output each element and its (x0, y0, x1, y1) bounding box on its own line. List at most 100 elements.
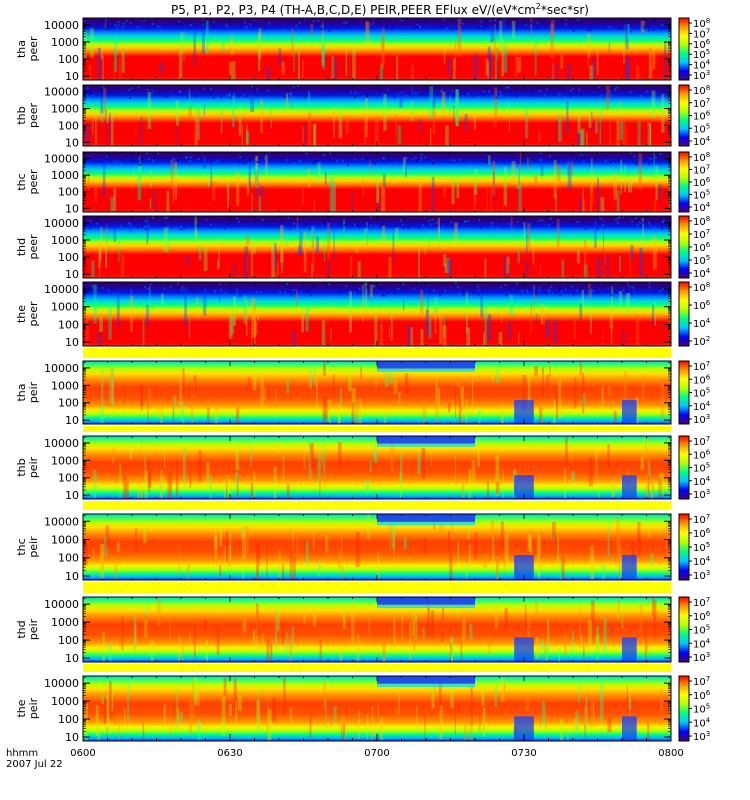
panel-separator-bar (83, 348, 671, 358)
colorbar-tick-label: 108 (693, 17, 710, 30)
colorbar-tick-label: 107 (693, 675, 710, 688)
colorbar-tick-label: 106 (693, 110, 711, 123)
colorbar-tick-label: 105 (693, 387, 710, 400)
y-tick-label: 10 (65, 136, 79, 149)
colorbar-tick-label: 107 (693, 27, 710, 40)
colorbar-tick-label: 105 (693, 189, 710, 202)
y-tick-label: 10 (65, 570, 79, 583)
colorbar-tick-label: 107 (693, 360, 710, 373)
y-tick-label: 10 (65, 652, 79, 665)
panel-label: thbpeer (15, 103, 40, 129)
panel-separator-bar (83, 501, 671, 510)
colorbar-tick-label: 103 (693, 651, 710, 664)
colorbar-tick-label: 104 (693, 555, 711, 568)
figure-title: P5, P1, P2, P3, P4 (TH-A,B,C,D,E) PEIR,P… (171, 2, 589, 17)
x-tick-label: 0730 (511, 748, 536, 759)
spectrogram-texture (83, 85, 671, 146)
y-tick-label: 10000 (44, 153, 79, 166)
y-tick-label: 1000 (51, 454, 79, 467)
y-tick-label: 100 (58, 634, 79, 647)
y-tick-label: 1000 (51, 103, 79, 116)
panel-label: thbpeir (15, 456, 40, 478)
y-tick-label: 1000 (51, 695, 79, 708)
colorbar-tick-label: 104 (693, 317, 711, 330)
y-tick-label: 100 (58, 119, 79, 132)
spectrogram-texture (93, 436, 664, 499)
colorbar-tick-label: 103 (693, 569, 710, 582)
colorbar-tick-label: 103 (693, 413, 710, 426)
x-tick-label: 0600 (70, 748, 95, 759)
colorbar-tick-label: 104 (693, 267, 711, 280)
colorbar-tick-label: 104 (693, 201, 711, 214)
y-tick-label: 1000 (51, 379, 79, 392)
colorbar-tick-label: 105 (693, 254, 710, 267)
colorbar-tick-label: 106 (693, 689, 711, 702)
spectrogram-texture (84, 676, 671, 741)
y-tick-label: 10 (65, 202, 79, 215)
y-tick-label: 100 (58, 251, 79, 264)
colorbar-tick-label: 106 (693, 299, 711, 312)
panel-label: thepeer (15, 301, 40, 327)
colorbar-tick-label: 103 (693, 488, 710, 501)
y-tick-label: 10 (65, 414, 79, 427)
panel-label: thcpeir (15, 536, 40, 558)
colorbar-tick-label: 107 (693, 228, 710, 241)
x-tick-label: 0700 (364, 748, 389, 759)
colorbar-tick-label: 107 (693, 164, 710, 177)
colorbar-tick-label: 103 (693, 69, 710, 82)
colorbar-tick-label: 106 (693, 448, 711, 461)
spectrogram-texture (100, 361, 665, 424)
colorbar-tick-label: 105 (693, 48, 710, 61)
x-axis-prefix-label: hhmm (6, 748, 38, 759)
colorbar: 108 106 104 102 (678, 281, 711, 348)
y-tick-label: 10 (65, 731, 79, 744)
colorbar-tick-label: 105 (693, 122, 710, 135)
spectrogram-image (83, 85, 671, 146)
y-tick-label: 100 (58, 397, 79, 410)
spectrogram-texture (87, 152, 671, 212)
y-tick-label: 10000 (44, 677, 79, 690)
spectrogram-texture (98, 597, 657, 662)
y-tick-label: 100 (58, 53, 79, 66)
x-tick-label: 0800 (658, 748, 683, 759)
y-tick-label: 1000 (51, 533, 79, 546)
colorbar-tick-label: 103 (693, 730, 710, 743)
y-tick-label: 100 (58, 472, 79, 485)
colorbar-tick-label: 104 (693, 475, 711, 488)
colorbar-tick-label: 104 (693, 59, 711, 72)
y-tick-label: 10000 (44, 515, 79, 528)
y-tick-label: 10 (65, 489, 79, 502)
panels-group: 10100100010000thapeer1081071061051041031… (15, 17, 711, 744)
panel-label: thapeir (15, 381, 40, 403)
spectrogram-image (83, 282, 671, 346)
panel-label: thdpeer (15, 234, 40, 260)
panel-the-peer: 10 100 1000 10000 thepeer 108 106 104 102 (15, 281, 711, 349)
colorbar-tick-label: 105 (693, 624, 710, 637)
spectrogram-texture (83, 216, 671, 278)
y-tick-label: 10000 (44, 362, 79, 375)
colorbar-tick-label: 104 (693, 716, 711, 729)
panel-label: thepeir (15, 697, 40, 719)
panel-label: thdpeir (15, 618, 40, 640)
colorbar-tick-label: 108 (693, 281, 710, 294)
y-tick-label: 10000 (44, 283, 79, 296)
panel-label: thapeer (15, 36, 40, 62)
x-axis-date-label: 2007 Jul 22 (6, 759, 63, 770)
y-tick-label: 10000 (44, 217, 79, 230)
spectrogram-image (83, 152, 671, 212)
colorbar-tick-label: 105 (693, 703, 710, 716)
colorbar-tick-label: 107 (693, 596, 710, 609)
y-tick-label: 1000 (51, 301, 79, 314)
